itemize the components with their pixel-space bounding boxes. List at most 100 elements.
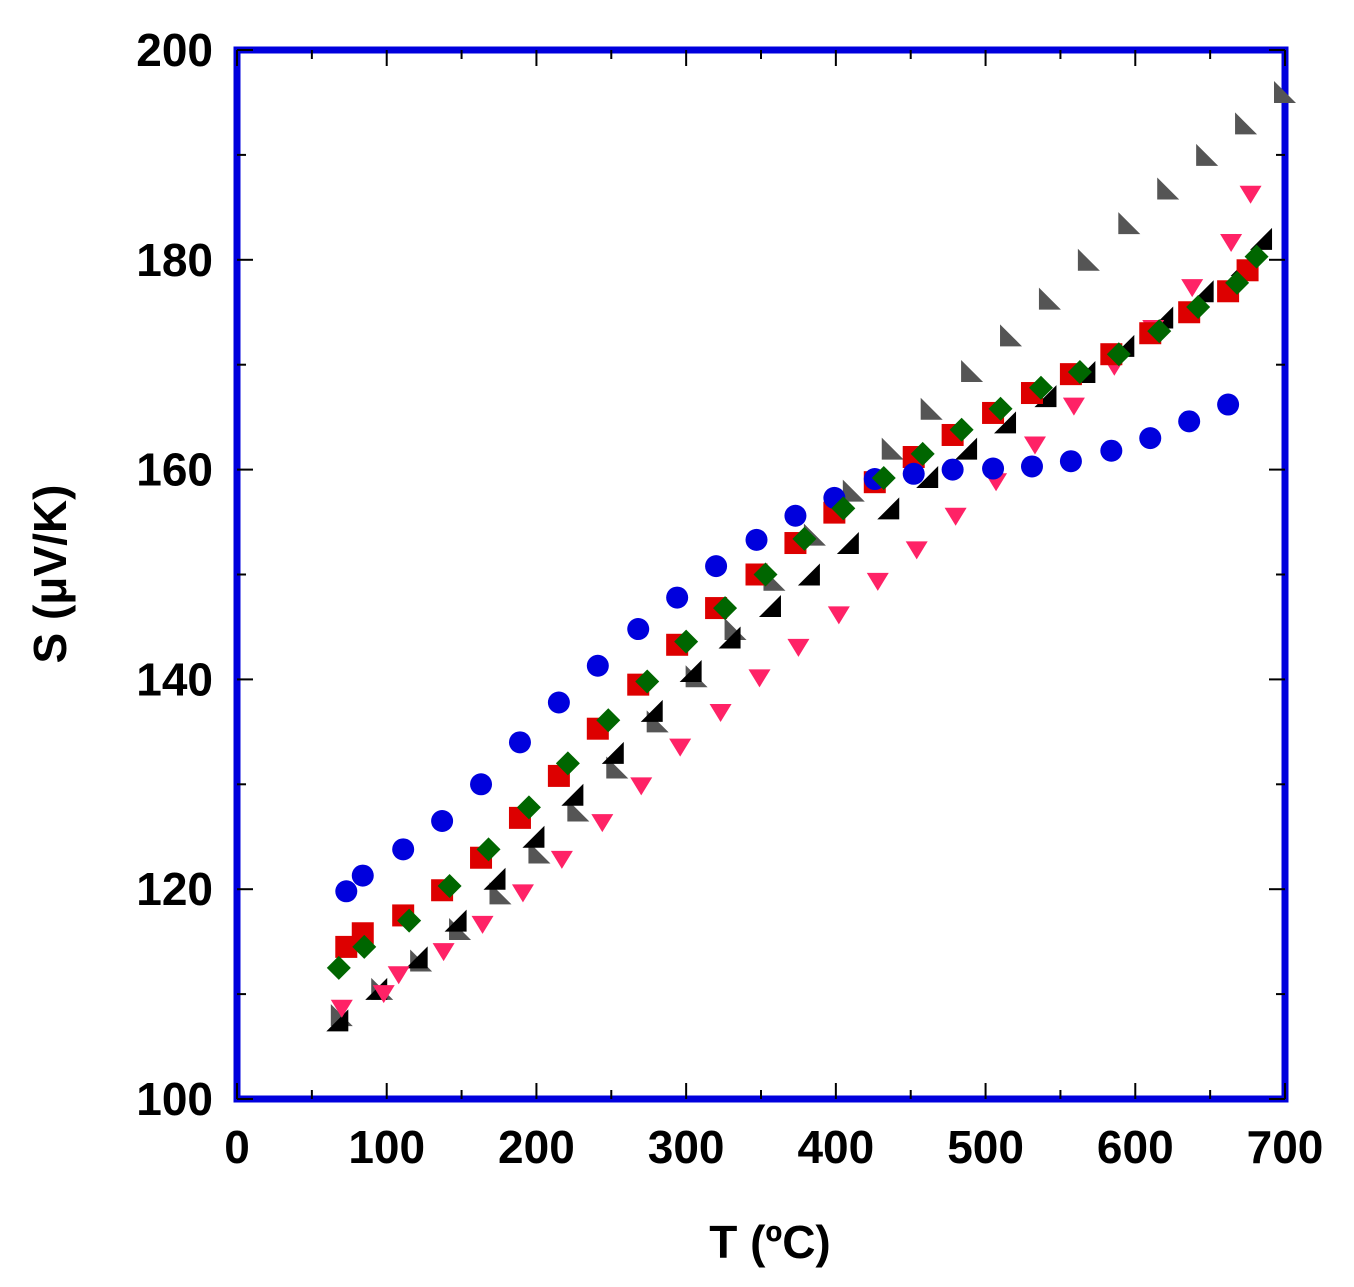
data-point-circle [1020,455,1043,478]
data-point-circle [627,618,650,641]
data-point-diamond [753,562,778,587]
data-point-triangle [866,572,889,591]
data-point-circle [392,838,415,861]
data-point-diamond [635,669,660,694]
series-diamond [326,244,1269,980]
data-point-circle [547,691,570,714]
data-point-circle [902,462,925,485]
data-point-diamond [1225,270,1250,295]
x-tick-label: 600 [1097,1121,1174,1173]
y-tick-label: 140 [136,653,213,705]
data-point-triangle [1220,234,1243,253]
data-point-circle [351,864,374,887]
axis-ticks [236,49,1286,1100]
data-point-triangle [994,411,1017,434]
data-point-triangle [444,909,467,932]
data-point-diamond [831,496,856,521]
data-point-triangle [955,437,978,460]
x-tick-label: 500 [947,1121,1024,1173]
data-point-circle [982,457,1005,480]
data-point-triangle [944,507,967,526]
data-point-triangle [669,738,692,757]
series-right-triangle-black [326,227,1273,1032]
data-point-triangle [372,985,395,1004]
y-tick-label: 160 [136,444,213,496]
data-marks [326,80,1296,1032]
x-tick-label: 400 [797,1121,874,1173]
data-point-circle [586,654,609,677]
y-tick-label: 200 [136,24,213,76]
data-point-circle [1139,427,1162,450]
data-point-triangle [881,437,904,460]
y-tick-label: 180 [136,234,213,286]
data-point-triangle [330,1004,353,1027]
data-point-triangle [1235,112,1258,135]
data-point-triangle [920,397,943,420]
data-point-triangle [561,783,584,806]
series-triangle-down [330,185,1262,1018]
data-point-triangle [797,563,820,586]
data-point-circle [1059,450,1082,473]
data-point-triangle [511,884,534,903]
data-point-triangle [483,867,506,890]
data-point-triangle [1118,212,1141,235]
data-point-triangle [550,850,573,869]
data-point-circle [508,731,531,754]
data-point-diamond [792,526,817,551]
data-point-diamond [596,708,621,733]
data-point-triangle [1062,397,1085,416]
data-point-triangle [758,594,781,617]
data-point-triangle [522,825,545,848]
data-point-triangle [1239,185,1262,204]
data-point-diamond [871,465,896,490]
data-point-diamond [1147,319,1172,344]
data-point-triangle [1038,287,1061,310]
data-point-circle [941,458,964,481]
data-point-diamond [516,795,541,820]
data-point-diamond [1028,375,1053,400]
data-point-diamond [988,396,1013,421]
series-circle [335,393,1240,903]
data-point-triangle [1077,248,1100,271]
x-tick-label: 0 [224,1121,250,1173]
y-tick-labels: 100 120 140 160 180 200 [136,24,213,1125]
data-point-diamond [910,441,935,466]
data-point-diamond [437,874,462,899]
x-tick-label: 200 [498,1121,575,1173]
data-point-triangle [877,497,900,520]
data-point-triangle [1023,436,1046,455]
data-point-circle [470,773,493,796]
data-point-diamond [1244,244,1269,269]
data-point-circle [1178,410,1201,433]
data-point-diamond [326,955,351,980]
data-point-triangle [1250,227,1273,250]
data-point-triangle [836,532,859,555]
data-point-circle [666,586,689,609]
data-point-triangle [1196,143,1219,166]
data-point-circle [745,528,768,551]
x-tick-labels: 0 100 200 300 400 500 600 700 [224,1121,1323,1173]
y-axis-label: S (μV/K) [24,485,76,664]
x-tick-label: 100 [348,1121,425,1173]
data-point-triangle [679,660,702,683]
data-point-triangle [905,541,928,560]
data-point-triangle [1274,80,1296,103]
data-point-diamond [1106,342,1131,367]
data-point-circle [705,555,728,578]
data-point-diamond [397,908,422,933]
y-tick-label: 120 [136,863,213,915]
data-point-triangle [330,999,353,1018]
data-point-circle [1100,439,1123,462]
data-point-triangle [842,479,865,502]
data-point-triangle [405,946,428,969]
data-point-triangle [640,699,663,722]
data-point-triangle [718,626,741,649]
data-point-triangle [471,915,494,934]
data-point-diamond [476,837,501,862]
data-point-diamond [1186,295,1211,320]
data-point-triangle [916,465,939,488]
data-point-triangle [630,777,653,796]
data-point-diamond [713,596,738,621]
data-point-circle [431,810,454,833]
